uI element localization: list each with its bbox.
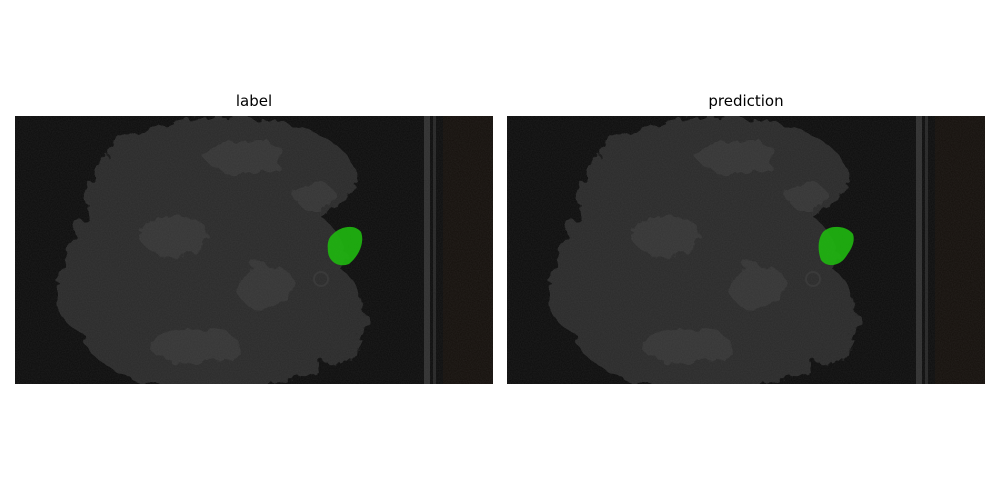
- ring-marker: [313, 271, 329, 287]
- ring-marker: [805, 271, 821, 287]
- prediction-panel-title: prediction: [708, 92, 784, 110]
- grain-overlay: [15, 116, 493, 384]
- label-panel: label: [15, 90, 493, 384]
- prediction-image-canvas: [507, 116, 985, 384]
- label-image: [15, 116, 493, 384]
- label-image-canvas: [15, 116, 493, 384]
- prediction-panel: prediction: [507, 90, 985, 384]
- prediction-mask: [818, 226, 854, 266]
- grain-overlay: [507, 116, 985, 384]
- label-panel-title: label: [235, 92, 273, 110]
- label-mask: [327, 226, 363, 266]
- prediction-image: [507, 116, 985, 384]
